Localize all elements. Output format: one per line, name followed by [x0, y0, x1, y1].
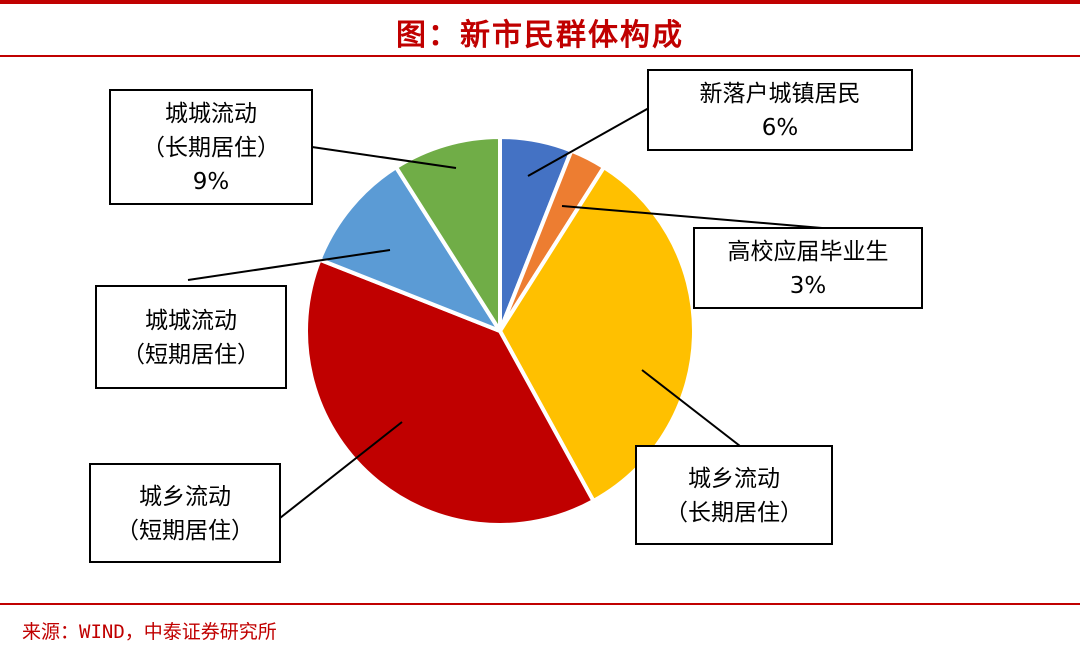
slice-label-0: 新落户城镇居民 6%	[647, 69, 913, 151]
leader-line-0	[527, 103, 657, 177]
label-box-4	[95, 285, 287, 389]
slice-label-1: 高校应届毕业生 3%	[693, 227, 923, 309]
label-text-1-0: 高校应届毕业生	[728, 239, 889, 265]
leader-lines	[187, 103, 823, 519]
pie-slice-3	[304, 257, 596, 527]
label-text-4-1: （短期居住）	[122, 342, 260, 368]
label-text-5-2: 9%	[193, 169, 230, 195]
label-box-3	[89, 463, 281, 563]
label-box-2	[635, 445, 833, 545]
label-text-5-1: （长期居住）	[142, 135, 280, 161]
label-box-5	[109, 89, 313, 205]
label-text-3-0: 城乡流动	[139, 484, 231, 510]
source-note: 来源：WIND，中泰证券研究所	[22, 621, 277, 643]
label-text-5-0: 城城流动	[165, 101, 257, 127]
label-box-1	[693, 227, 923, 309]
title-divider	[0, 55, 1080, 57]
leader-line-1	[561, 205, 823, 229]
label-text-0-1: 6%	[762, 115, 799, 141]
leader-line-5	[311, 146, 457, 169]
leader-line-2	[641, 369, 741, 447]
top-rule	[0, 0, 1080, 4]
label-text-1-1: 3%	[790, 273, 827, 299]
pie-slice-5	[394, 135, 502, 333]
label-text-4-0: 城城流动	[145, 308, 237, 334]
label-text-0-0: 新落户城镇居民	[700, 81, 861, 107]
leader-line-3	[279, 421, 403, 519]
label-text-2-0: 城乡流动	[688, 466, 780, 492]
label-text-2-1: （长期居住）	[665, 500, 803, 526]
label-box-0	[647, 69, 913, 151]
page-title: 图：新市民群体构成	[396, 18, 684, 53]
slice-label-3: 城乡流动 （短期居住）	[89, 463, 281, 563]
pie-slices	[304, 135, 696, 527]
pie-slice-4	[317, 165, 502, 333]
leader-line-4	[187, 249, 391, 281]
slice-labels: 新落户城镇居民6%高校应届毕业生3%城乡流动（长期居住）城乡流动（短期居住）城城…	[89, 69, 923, 563]
slice-label-4: 城城流动 （短期居住）	[95, 285, 287, 389]
slice-label-2: 城乡流动 （长期居住）	[635, 445, 833, 545]
bottom-divider	[0, 603, 1080, 605]
slice-label-5: 城城流动 （长期居住） 9%	[109, 89, 313, 205]
label-text-3-1: （短期居住）	[116, 518, 254, 544]
